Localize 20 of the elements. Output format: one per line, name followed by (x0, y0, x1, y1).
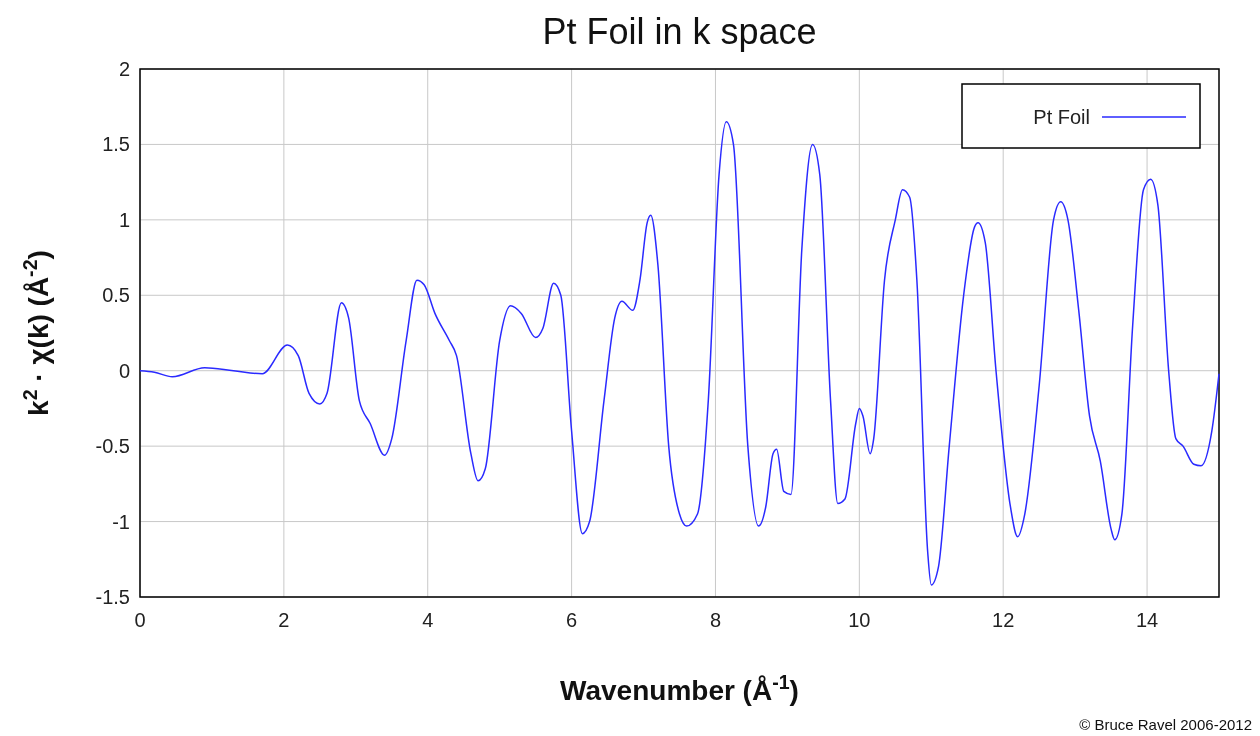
text: © Bruce Ravel 2006-2012 (1079, 716, 1252, 733)
x-tick-label: 4 (422, 609, 434, 631)
y-tick-label: -1 (112, 510, 130, 533)
x-tick-label: 10 (848, 609, 871, 631)
chart-title: Pt Foil in k space (542, 11, 817, 52)
x-axis-title: Wavenumber (Å$^{-1}$) (560, 671, 799, 706)
x-tick-label: 14 (1135, 609, 1159, 631)
y-tick-label: 1.5 (102, 133, 130, 156)
y-tick-label: 0 (118, 359, 130, 382)
legend-label: Pt Foil (1033, 106, 1090, 128)
y-tick-label: -0.5 (95, 435, 130, 458)
x-tick-label: 8 (709, 609, 722, 631)
x-tick-label: 12 (992, 609, 1015, 631)
y-tick-label: 0.5 (102, 284, 130, 307)
y-tick-label: 1 (118, 208, 130, 231)
x-tick-label: 2 (278, 609, 290, 631)
x-tick-label: 0 (134, 609, 146, 631)
x-tick-label: 6 (566, 609, 578, 631)
y-tick-label: 2 (118, 58, 130, 80)
y-tick-label: -1.5 (95, 586, 130, 608)
